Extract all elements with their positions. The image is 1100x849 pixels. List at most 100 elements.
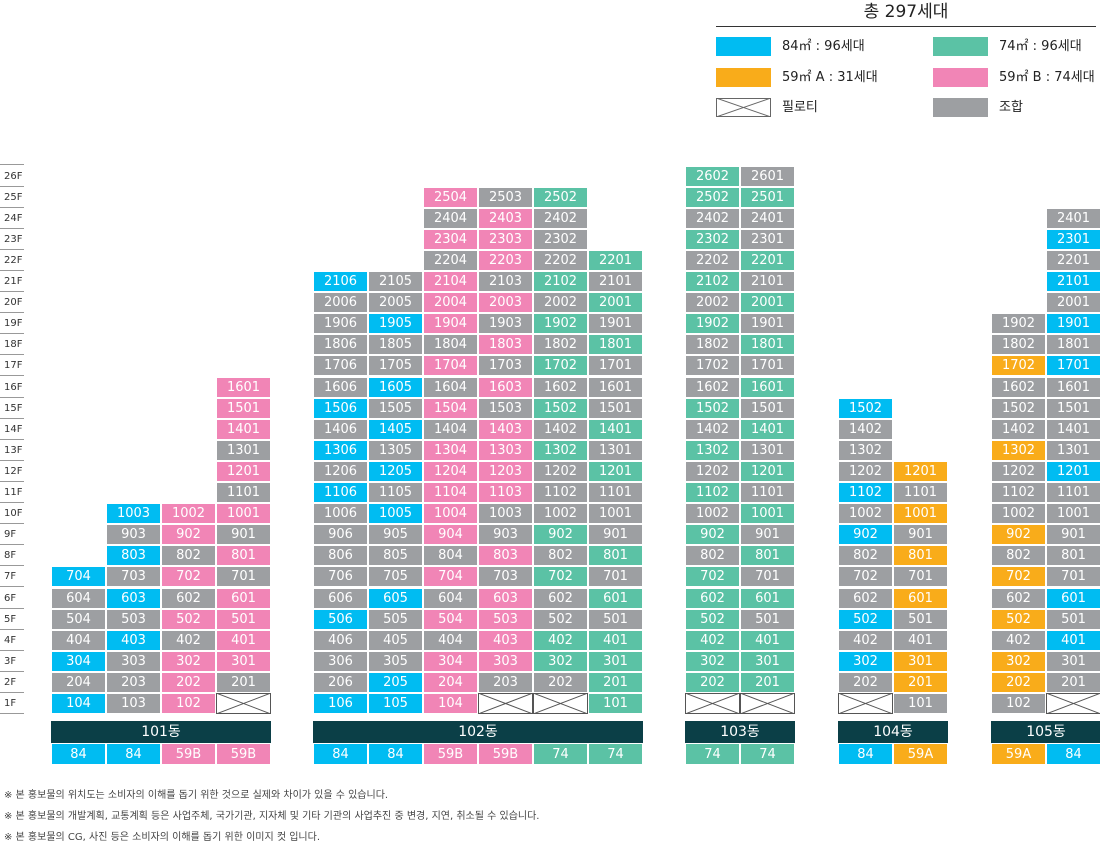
floor-label-4F: 4F bbox=[4, 634, 17, 646]
unit-cell: 601 bbox=[893, 587, 948, 609]
unit-cell: 1402 bbox=[838, 418, 893, 440]
unit-cell: 1106 bbox=[313, 482, 368, 503]
unit-cell: 606 bbox=[313, 587, 368, 609]
floor-label-8F: 8F bbox=[4, 550, 17, 562]
unit-cell: 1004 bbox=[423, 503, 478, 525]
floor-tick bbox=[0, 417, 24, 419]
unit-cell: 602 bbox=[685, 587, 740, 609]
unit-cell: 1303 bbox=[478, 439, 533, 461]
unit-cell: 1804 bbox=[423, 334, 478, 356]
unit-cell: 402 bbox=[838, 629, 893, 651]
unit-cell: 1201 bbox=[1046, 460, 1100, 482]
unit-cell: 802 bbox=[533, 545, 588, 567]
unit-cell: 1602 bbox=[685, 376, 740, 398]
unit-cell: 1101 bbox=[588, 482, 643, 503]
unit-cell: 204 bbox=[423, 671, 478, 693]
unit-type-cell: 74 bbox=[740, 743, 795, 765]
unit-cell: 1405 bbox=[368, 418, 423, 440]
unit-cell: 204 bbox=[51, 671, 106, 693]
unit-cell: 2006 bbox=[313, 292, 368, 314]
floor-tick bbox=[0, 691, 24, 693]
unit-cell: 802 bbox=[991, 545, 1046, 567]
unit-cell: 1806 bbox=[313, 334, 368, 356]
unit-cell: 1401 bbox=[588, 418, 643, 440]
floor-tick bbox=[0, 713, 24, 714]
unit-cell: 102 bbox=[161, 693, 216, 714]
unit-cell: 704 bbox=[51, 566, 106, 588]
legend-swatch-c59a bbox=[716, 68, 771, 87]
unit-cell: 1502 bbox=[991, 397, 1046, 419]
floor-label-19F: 19F bbox=[4, 318, 23, 330]
piloti-cell bbox=[478, 693, 533, 714]
unit-cell: 504 bbox=[423, 608, 478, 630]
unit-cell: 705 bbox=[368, 566, 423, 588]
building-name: 105동 bbox=[991, 721, 1100, 744]
unit-cell: 305 bbox=[368, 650, 423, 672]
unit-cell: 901 bbox=[740, 524, 795, 546]
floor-tick bbox=[0, 649, 24, 651]
piloti-cell bbox=[740, 693, 795, 714]
unit-cell: 702 bbox=[161, 566, 216, 588]
unit-cell: 1701 bbox=[740, 355, 795, 377]
unit-cell: 2301 bbox=[740, 228, 795, 250]
unit-cell: 701 bbox=[588, 566, 643, 588]
unit-cell: 601 bbox=[740, 587, 795, 609]
unit-cell: 1906 bbox=[313, 313, 368, 335]
piloti-cell bbox=[533, 693, 588, 714]
unit-cell: 203 bbox=[106, 671, 161, 693]
unit-cell: 1402 bbox=[533, 418, 588, 440]
unit-cell: 202 bbox=[685, 671, 740, 693]
unit-cell: 601 bbox=[588, 587, 643, 609]
unit-cell: 701 bbox=[740, 566, 795, 588]
unit-cell: 802 bbox=[161, 545, 216, 567]
unit-cell: 301 bbox=[588, 650, 643, 672]
unit-cell: 2105 bbox=[368, 271, 423, 292]
unit-cell: 602 bbox=[533, 587, 588, 609]
unit-cell: 301 bbox=[1046, 650, 1100, 672]
unit-cell: 1301 bbox=[216, 439, 271, 461]
floor-tick bbox=[0, 544, 24, 546]
unit-cell: 1901 bbox=[1046, 313, 1100, 335]
unit-cell: 903 bbox=[106, 524, 161, 546]
unit-cell: 2504 bbox=[423, 186, 478, 208]
unit-cell: 1601 bbox=[1046, 376, 1100, 398]
unit-cell: 402 bbox=[685, 629, 740, 651]
floor-label-15F: 15F bbox=[4, 402, 23, 414]
unit-cell: 1901 bbox=[740, 313, 795, 335]
floor-label-5F: 5F bbox=[4, 613, 17, 625]
unit-cell: 1904 bbox=[423, 313, 478, 335]
building-name: 104동 bbox=[838, 721, 948, 744]
piloti-cell bbox=[216, 693, 271, 714]
unit-cell: 402 bbox=[161, 629, 216, 651]
legend-label-union: 조합 bbox=[999, 100, 1023, 115]
unit-cell: 101 bbox=[588, 693, 643, 714]
unit-cell: 1506 bbox=[313, 397, 368, 419]
unit-cell: 703 bbox=[106, 566, 161, 588]
unit-cell: 302 bbox=[161, 650, 216, 672]
floor-tick bbox=[0, 185, 24, 187]
unit-cell: 1501 bbox=[740, 397, 795, 419]
unit-cell: 1801 bbox=[740, 334, 795, 356]
unit-cell: 504 bbox=[51, 608, 106, 630]
floor-tick bbox=[0, 312, 24, 314]
unit-cell: 1101 bbox=[893, 482, 948, 503]
unit-cell: 1201 bbox=[740, 460, 795, 482]
floor-label-20F: 20F bbox=[4, 297, 23, 309]
unit-cell: 302 bbox=[685, 650, 740, 672]
unit-cell: 1305 bbox=[368, 439, 423, 461]
unit-cell: 1304 bbox=[423, 439, 478, 461]
unit-type-cell: 84 bbox=[313, 743, 368, 765]
unit-cell: 1001 bbox=[740, 503, 795, 525]
note-line: ※ 본 홍보물의 위치도는 소비자의 이해를 돕기 위한 것으로 실제와 차이가… bbox=[4, 790, 389, 801]
floor-tick bbox=[0, 523, 24, 525]
unit-cell: 1603 bbox=[478, 376, 533, 398]
unit-type-cell: 84 bbox=[51, 743, 106, 765]
floor-label-14F: 14F bbox=[4, 423, 23, 435]
unit-cell: 1403 bbox=[478, 418, 533, 440]
unit-cell: 2001 bbox=[740, 292, 795, 314]
unit-cell: 502 bbox=[991, 608, 1046, 630]
unit-cell: 702 bbox=[685, 566, 740, 588]
unit-cell: 1503 bbox=[478, 397, 533, 419]
floor-tick bbox=[0, 565, 24, 567]
unit-cell: 1101 bbox=[216, 482, 271, 503]
